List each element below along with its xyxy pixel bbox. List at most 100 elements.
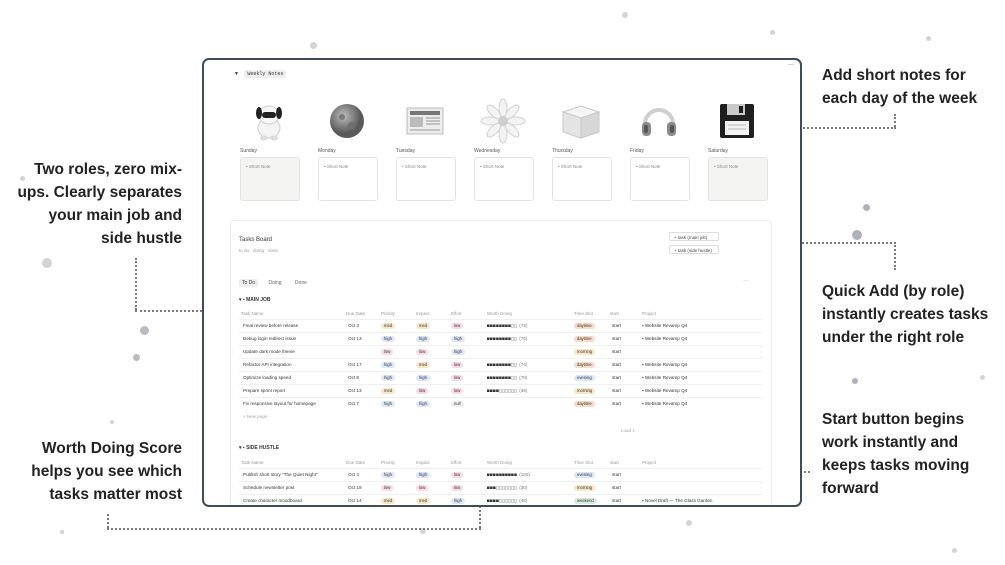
column-header[interactable]: Time Slot bbox=[574, 311, 593, 316]
project-link[interactable]: Website Revamp Q4 bbox=[644, 375, 688, 380]
callout-line: work instantly and bbox=[822, 434, 959, 451]
column-header[interactable]: Priority bbox=[381, 460, 396, 465]
load-more-link[interactable]: Load 1 bbox=[621, 428, 635, 433]
task-name[interactable]: Update dark mode theme bbox=[243, 349, 295, 354]
tab-to-do[interactable]: To Do bbox=[239, 279, 259, 287]
tab-doing[interactable]: Doing bbox=[268, 280, 282, 286]
table-row[interactable]: Debug login redirect issue Oct 13 high high… bbox=[239, 332, 763, 346]
column-header[interactable]: Worth Doing bbox=[487, 460, 512, 465]
task-name[interactable]: Refactor API integration bbox=[243, 362, 292, 367]
start-button[interactable]: start bbox=[612, 323, 621, 328]
task-name[interactable]: Create character moodboard bbox=[243, 498, 302, 503]
column-header[interactable]: Time Slot bbox=[574, 460, 593, 465]
tab-done[interactable]: Done bbox=[294, 280, 307, 286]
column-header[interactable]: Effort bbox=[451, 311, 462, 316]
table-row[interactable]: Final review before release Oct 3 med med lo… bbox=[239, 319, 763, 333]
table-row[interactable]: Refactor API integration Oct 17 high med low… bbox=[239, 358, 763, 372]
short-note-field[interactable]: • Short Note bbox=[708, 157, 768, 201]
worth-cell: ■■■■■■■■□□ (74) bbox=[487, 362, 527, 367]
table-row[interactable]: Publish short story "The Quiet Night" Oct… bbox=[239, 468, 763, 482]
effort-cell: low bbox=[451, 323, 464, 329]
task-name[interactable]: Debug login redirect issue bbox=[243, 336, 297, 341]
task-name[interactable]: Final review before release bbox=[243, 323, 299, 328]
quick-add-main-button[interactable]: + task (main job) bbox=[669, 232, 719, 241]
short-note-field[interactable]: • Short Note bbox=[552, 157, 612, 201]
start-button[interactable]: start bbox=[612, 401, 621, 406]
start-button[interactable]: start bbox=[612, 498, 621, 503]
board-subtitle: to do · doing · done bbox=[239, 248, 279, 253]
start-button[interactable]: start bbox=[612, 388, 621, 393]
task-name[interactable]: Publish short story "The Quiet Night" bbox=[243, 472, 318, 477]
column-header[interactable]: Due Date bbox=[346, 460, 366, 465]
task-name[interactable]: Optimize loading speed bbox=[243, 375, 292, 380]
headphones-icon bbox=[636, 98, 682, 144]
project-link[interactable]: Website Revamp Q4 bbox=[644, 362, 688, 367]
worth-cell: ■■■■■■■■□□ (76) bbox=[487, 336, 527, 341]
project-link[interactable]: Website Revamp Q4 bbox=[644, 401, 688, 406]
slot-cell: daytime bbox=[574, 401, 595, 407]
column-header[interactable]: Impact bbox=[416, 311, 430, 316]
connector-notes bbox=[764, 127, 896, 129]
callout-line: helps you see which bbox=[31, 463, 182, 480]
callout-line: Add short notes for bbox=[822, 67, 966, 84]
table-row[interactable]: Schedule newsletter post Oct 19 low low low ■… bbox=[239, 481, 763, 495]
start-cell: start bbox=[612, 349, 621, 354]
due-date: Oct 4 bbox=[348, 472, 359, 477]
start-button[interactable]: start bbox=[612, 336, 621, 341]
short-note-field[interactable]: • Short Note bbox=[630, 157, 690, 201]
column-header[interactable]: start bbox=[610, 460, 619, 465]
table-row[interactable]: Update dark mode theme low low high morning s… bbox=[239, 345, 763, 359]
table-row[interactable]: Create character moodboard Oct 14 med med hi… bbox=[239, 494, 763, 505]
app-window: ▼ Weekly Notes — Sunday • Short Note Monda… bbox=[202, 58, 802, 507]
quick-add-side-button[interactable]: + task (side hustle) bbox=[669, 245, 719, 254]
column-header[interactable]: Project bbox=[642, 460, 657, 465]
column-header[interactable]: Effort bbox=[451, 460, 462, 465]
table-row[interactable]: Prepare sprint report Oct 13 med low low ■■■■… bbox=[239, 384, 763, 398]
start-button[interactable]: start bbox=[612, 485, 621, 490]
project-link[interactable]: Website Revamp Q4 bbox=[644, 388, 688, 393]
short-note-field[interactable]: • Short Note bbox=[396, 157, 456, 201]
folder-icon: ▪ bbox=[642, 336, 645, 341]
column-header[interactable]: Worth Doing bbox=[487, 311, 512, 316]
table-row[interactable]: Fix responsive layout for homepage Oct 7 h… bbox=[239, 397, 763, 411]
group-side-hustle[interactable]: ▾ ▪ SIDE HUSTLE bbox=[239, 445, 280, 451]
project-link[interactable]: Novel Draft — The Glass Garden bbox=[644, 498, 713, 503]
column-header[interactable]: Project bbox=[642, 311, 657, 316]
column-header[interactable]: start bbox=[610, 311, 619, 316]
new-page-button[interactable]: + New page bbox=[243, 414, 268, 419]
slot-cell: daytime bbox=[574, 362, 595, 368]
slot-cell: morning bbox=[574, 388, 596, 394]
start-button[interactable]: start bbox=[612, 472, 621, 477]
ellipsis-icon[interactable]: — bbox=[788, 62, 794, 68]
day-name: Monday bbox=[318, 148, 336, 154]
group-main-job[interactable]: ▾ ▪ MAIN JOB bbox=[239, 297, 271, 303]
start-button[interactable]: start bbox=[612, 362, 621, 367]
column-header[interactable]: Due Date bbox=[346, 311, 366, 316]
day-card: Wednesday • Short Note bbox=[474, 98, 534, 201]
worth-bar: ■■■■■■■■■■ bbox=[487, 472, 518, 477]
table-row[interactable]: Optimize loading speed Oct 8 high high low ■■… bbox=[239, 371, 763, 385]
column-header[interactable]: Task Name bbox=[241, 311, 264, 316]
short-note-field[interactable]: • Short Note bbox=[318, 157, 378, 201]
short-note-field[interactable]: • Short Note bbox=[474, 157, 534, 201]
task-name[interactable]: Fix responsive layout for homepage bbox=[243, 401, 316, 406]
worth-cell bbox=[487, 401, 489, 406]
short-note-field[interactable]: • Short Note bbox=[240, 157, 300, 201]
task-name[interactable]: Prepare sprint report bbox=[243, 388, 286, 393]
start-button[interactable]: start bbox=[612, 375, 621, 380]
column-header[interactable]: Task Name bbox=[241, 460, 264, 465]
task-name[interactable]: Schedule newsletter post bbox=[243, 485, 295, 490]
weekly-notes-toggle[interactable]: ▼ Weekly Notes bbox=[234, 70, 287, 78]
project-link[interactable]: Website Revamp Q4 bbox=[644, 323, 688, 328]
column-header[interactable]: Impact bbox=[416, 460, 430, 465]
board-more-icon[interactable]: ··· bbox=[743, 278, 749, 284]
column-header[interactable]: Priority bbox=[381, 311, 396, 316]
worth-cell bbox=[487, 349, 489, 354]
day-name: Wednesday bbox=[474, 148, 501, 154]
impact-badge: med bbox=[416, 362, 431, 368]
start-button[interactable]: start bbox=[612, 349, 621, 354]
connector-worth bbox=[107, 528, 481, 530]
project-link[interactable]: Website Revamp Q4 bbox=[644, 336, 688, 341]
impact-badge: high bbox=[416, 336, 430, 342]
worth-score: (30) bbox=[519, 485, 528, 490]
